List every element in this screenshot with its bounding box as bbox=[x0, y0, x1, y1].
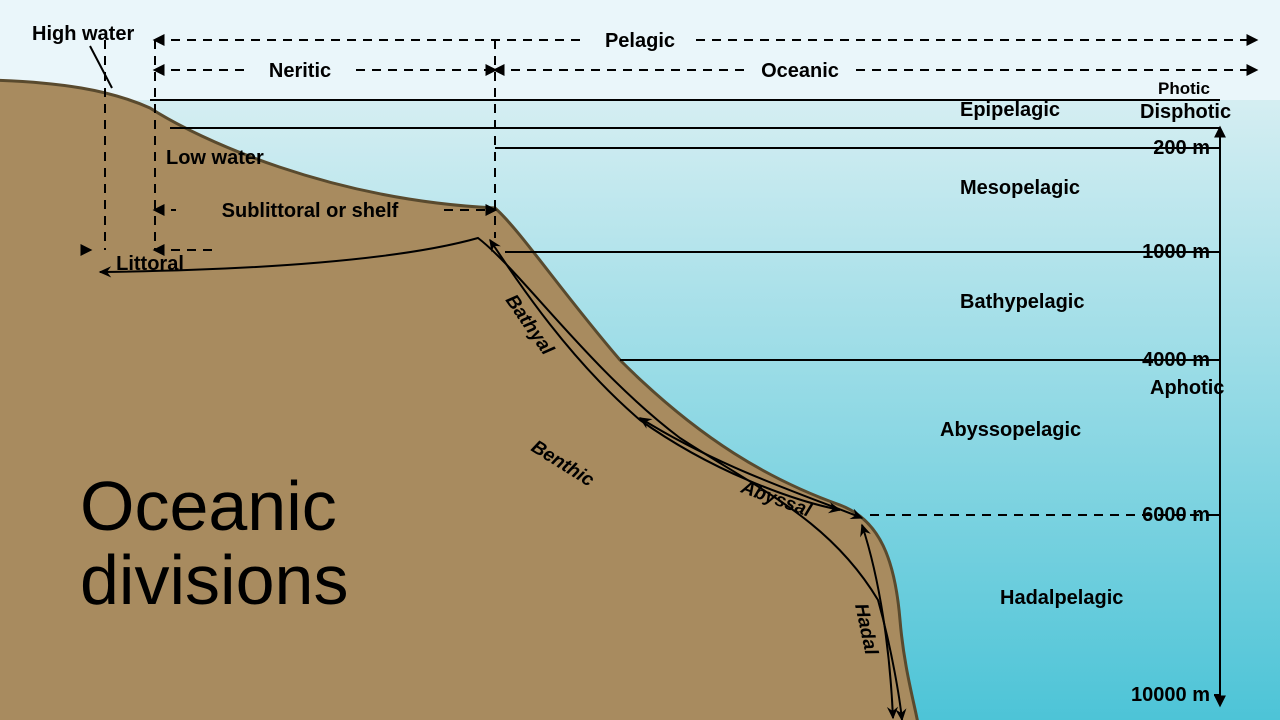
svg-text:Abyssopelagic: Abyssopelagic bbox=[940, 419, 1081, 441]
svg-text:Mesopelagic: Mesopelagic bbox=[960, 177, 1080, 199]
svg-text:4000 m: 4000 m bbox=[1142, 349, 1210, 371]
svg-text:Disphotic: Disphotic bbox=[1140, 101, 1231, 123]
svg-text:Photic: Photic bbox=[1158, 79, 1210, 98]
svg-text:Oceanic: Oceanic bbox=[761, 60, 839, 82]
title-line2: divisions bbox=[80, 541, 348, 619]
svg-text:Epipelagic: Epipelagic bbox=[960, 99, 1060, 121]
oceanic-divisions-diagram: Pelagic Neritic Oceanic Sublittoral or shel… bbox=[0, 0, 1280, 720]
diagram-title: Oceanicdivisions bbox=[80, 470, 348, 617]
svg-text:1000 m: 1000 m bbox=[1142, 241, 1210, 263]
svg-text:Aphotic: Aphotic bbox=[1150, 377, 1224, 399]
svg-text:High water: High water bbox=[32, 23, 134, 45]
svg-text:Neritic: Neritic bbox=[269, 60, 331, 82]
svg-text:Sublittoral or shelf: Sublittoral or shelf bbox=[222, 200, 399, 222]
svg-text:Low water: Low water bbox=[166, 147, 264, 169]
svg-text:Hadalpelagic: Hadalpelagic bbox=[1000, 587, 1123, 609]
svg-text:Bathypelagic: Bathypelagic bbox=[960, 291, 1084, 313]
svg-text:Pelagic: Pelagic bbox=[605, 30, 675, 52]
svg-text:10000 m: 10000 m bbox=[1131, 684, 1210, 706]
svg-text:6000 m: 6000 m bbox=[1142, 504, 1210, 526]
svg-text:200 m: 200 m bbox=[1153, 137, 1210, 159]
title-line1: Oceanic bbox=[80, 467, 337, 545]
